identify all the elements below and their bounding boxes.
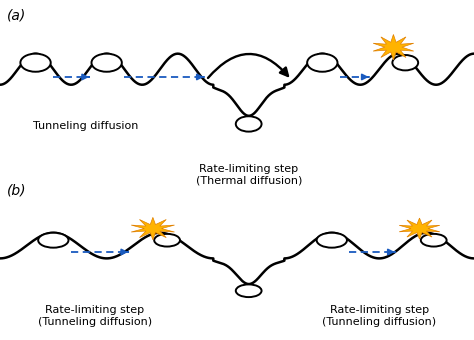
Circle shape xyxy=(236,116,262,132)
Circle shape xyxy=(421,234,447,246)
Circle shape xyxy=(392,55,418,70)
Polygon shape xyxy=(131,217,174,240)
Text: Tunneling diffusion: Tunneling diffusion xyxy=(33,121,138,132)
Text: (a): (a) xyxy=(7,8,27,22)
Circle shape xyxy=(20,54,51,72)
Circle shape xyxy=(236,285,262,297)
Circle shape xyxy=(91,54,122,72)
Circle shape xyxy=(154,234,180,246)
Polygon shape xyxy=(373,34,414,60)
Circle shape xyxy=(38,233,69,248)
Text: (b): (b) xyxy=(7,184,27,198)
Text: Rate-limiting step
(Tunneling diffusion): Rate-limiting step (Tunneling diffusion) xyxy=(322,305,436,327)
Text: Rate-limiting step
(Tunneling diffusion): Rate-limiting step (Tunneling diffusion) xyxy=(38,305,152,327)
Circle shape xyxy=(307,54,337,72)
Circle shape xyxy=(317,233,347,248)
Text: Rate-limiting step
(Thermal diffusion): Rate-limiting step (Thermal diffusion) xyxy=(196,164,302,185)
Polygon shape xyxy=(399,218,440,239)
